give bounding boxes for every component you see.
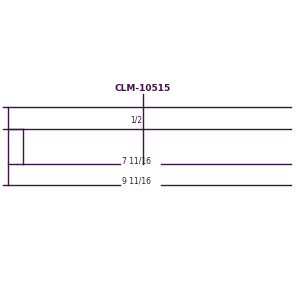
Text: 7 11/16: 7 11/16 <box>122 156 151 165</box>
Text: 9 11/16: 9 11/16 <box>122 177 151 186</box>
Text: 1/2: 1/2 <box>130 116 142 124</box>
Text: CLM-10515: CLM-10515 <box>114 84 171 93</box>
